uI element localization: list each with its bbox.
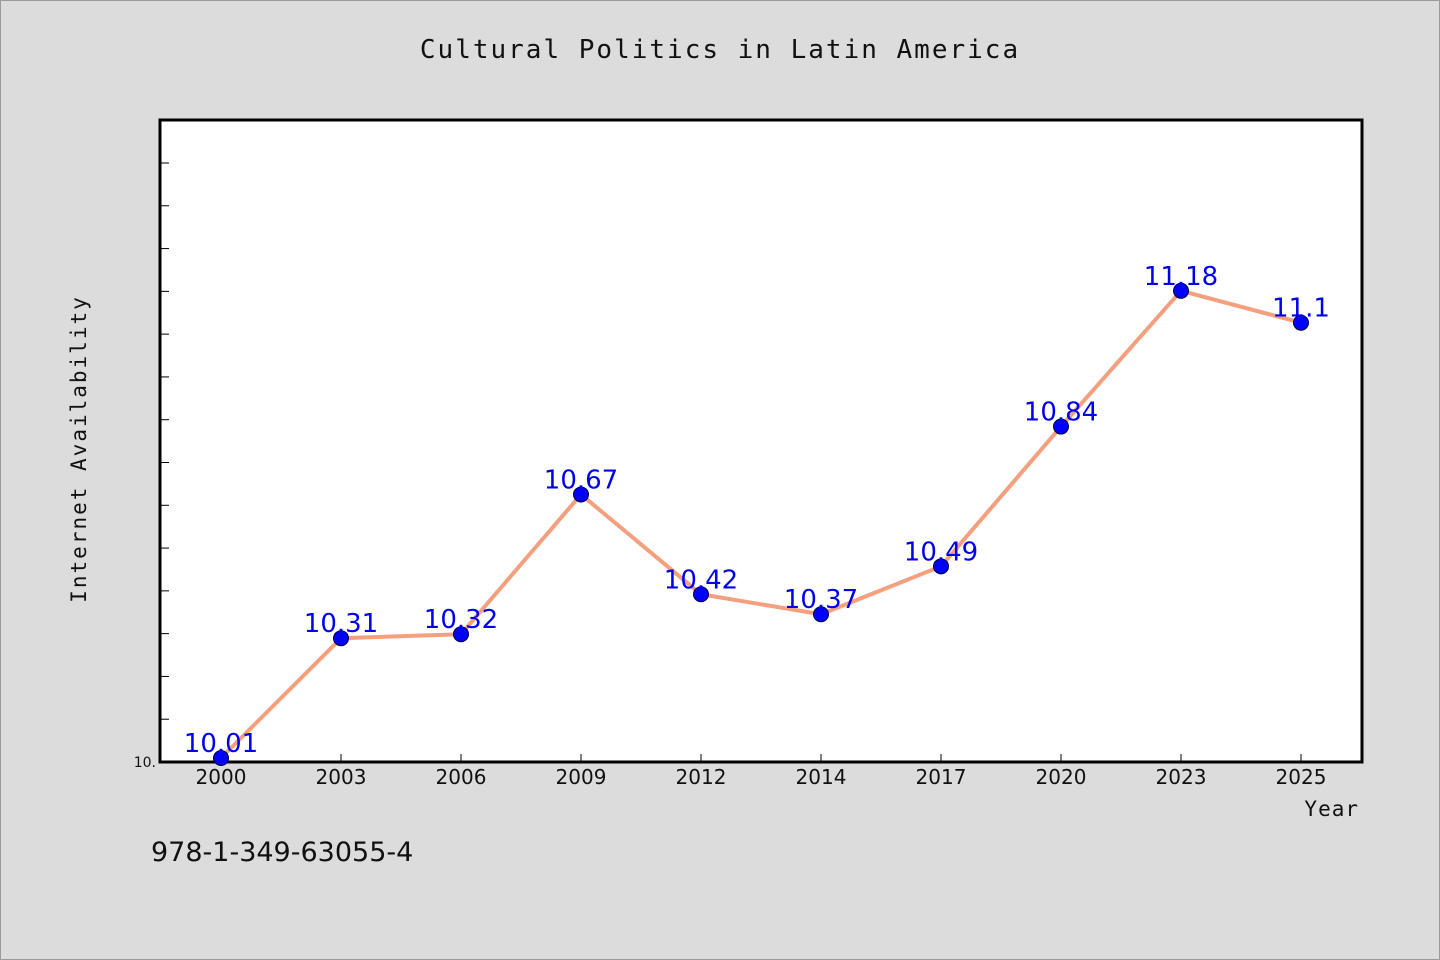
data-point [453,626,469,643]
data-point [573,486,589,503]
isbn-text: 978-1-349-63055-4 [151,837,414,868]
data-label: 10.84 [1024,398,1098,428]
plot-area [158,118,1364,764]
x-tick-label: 2020 [1036,765,1087,789]
data-label: 10.32 [424,605,498,635]
data-point [693,586,709,603]
x-tick-label: 2014 [796,765,847,789]
x-tick-label: 2009 [556,765,607,789]
data-point [1053,418,1069,435]
data-label: 10.01 [184,729,258,759]
x-tick-label: 2003 [316,765,367,789]
data-point [213,750,229,767]
x-axis-label: Year [1304,797,1359,821]
data-point [1293,314,1309,331]
data-label: 10.31 [304,609,378,639]
x-tick-label: 2017 [916,765,967,789]
y-tick-label: 10. [134,755,156,771]
x-tick-label: 2000 [196,765,247,789]
data-label: 10.42 [664,565,738,595]
data-point [1173,282,1189,299]
data-point [933,558,949,575]
data-label: 10.37 [784,585,858,615]
x-tick-label: 2006 [436,765,487,789]
data-point [333,630,349,647]
data-label: 10.49 [904,537,978,567]
x-tick-label: 2025 [1276,765,1327,789]
data-point [813,606,829,623]
data-label: 11.1 [1272,294,1330,324]
x-tick-label: 2023 [1156,765,1207,789]
x-tick-label: 2012 [676,765,727,789]
series-line [219,288,1302,760]
chart-title: Cultural Politics in Latin America [419,35,1021,65]
data-label: 11.18 [1144,262,1218,292]
data-label: 10.67 [544,465,618,495]
